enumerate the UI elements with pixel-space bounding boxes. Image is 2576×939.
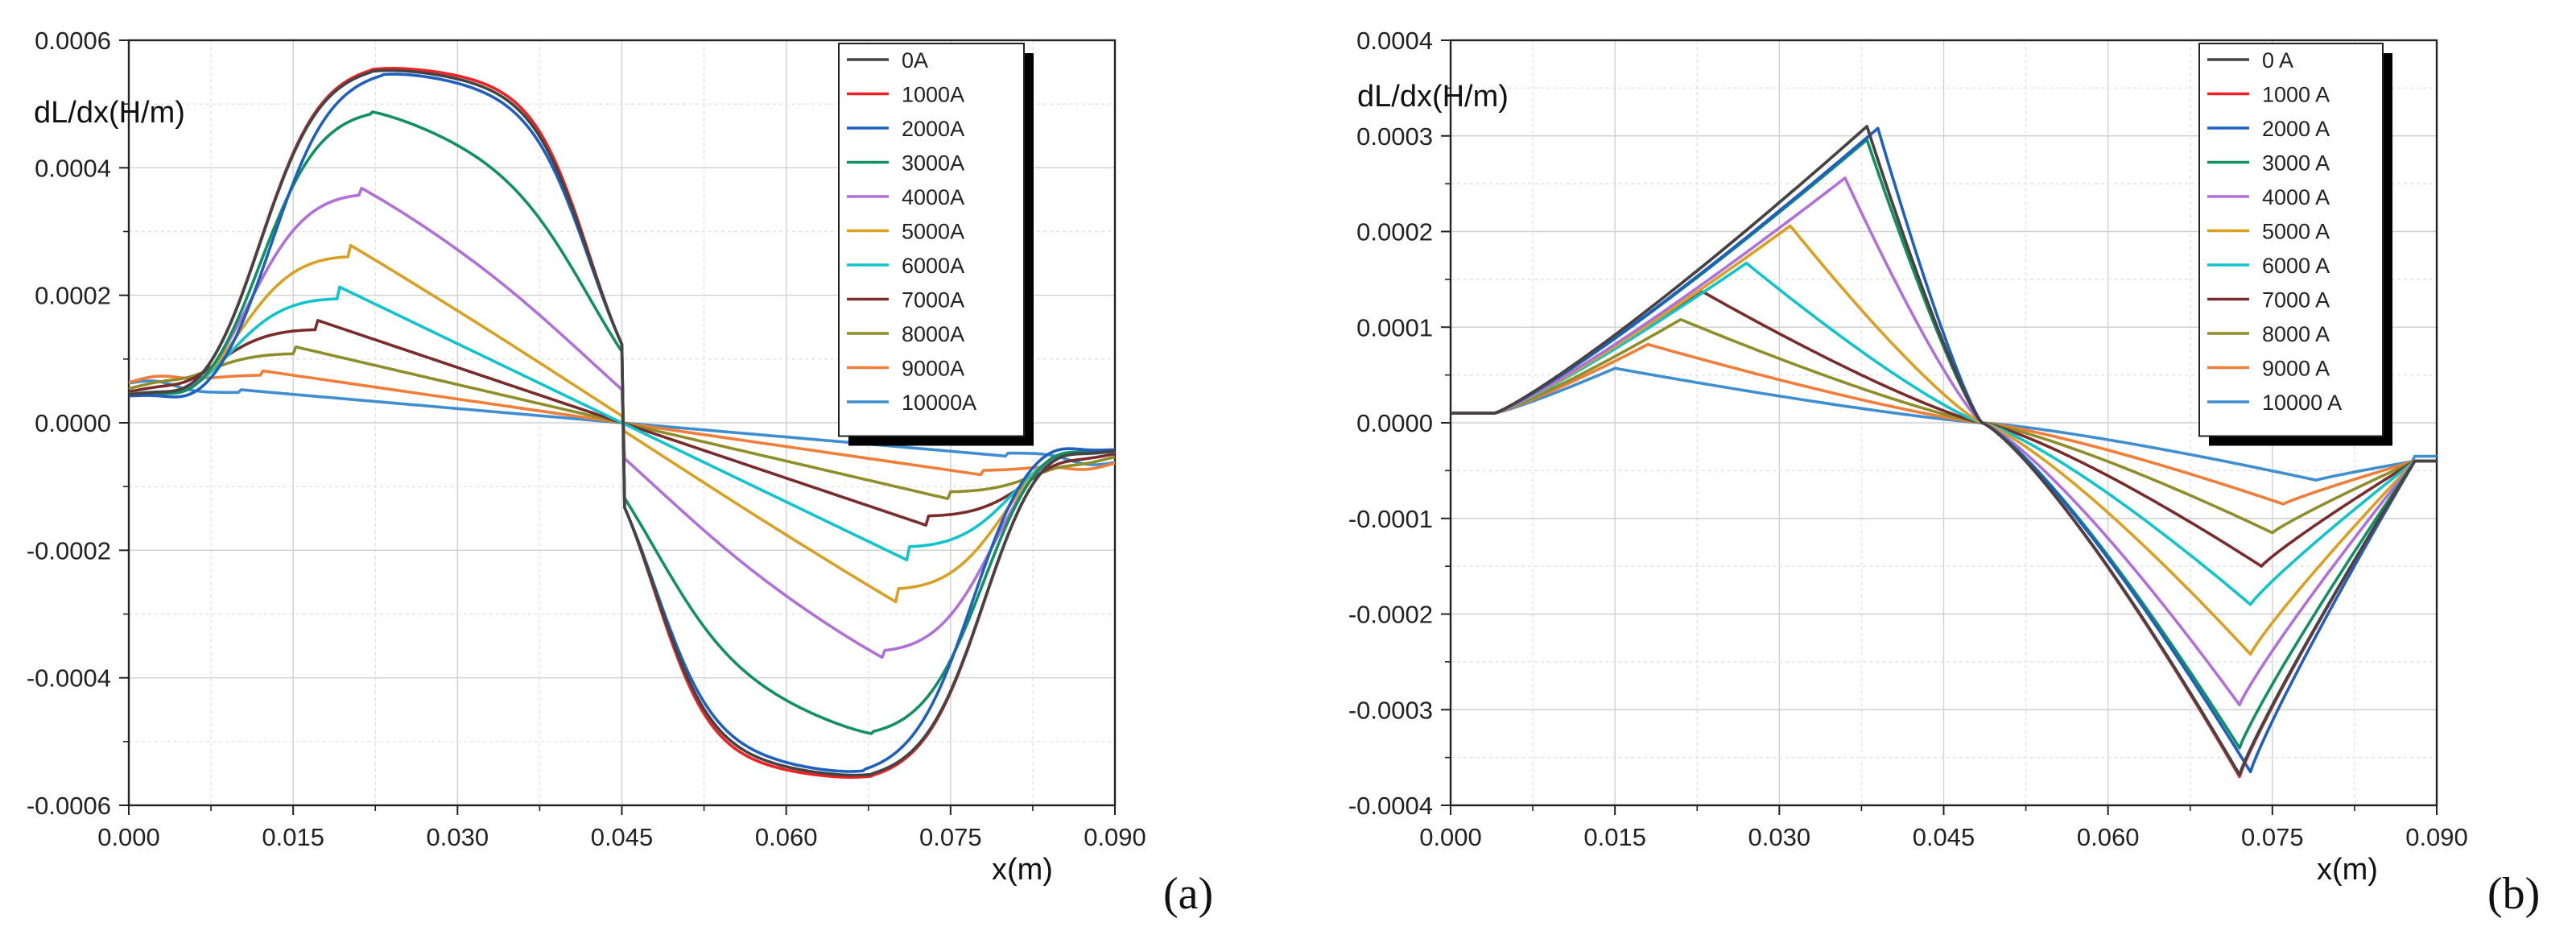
legend-box	[2198, 43, 2384, 437]
panel-label: (b)	[2487, 869, 2540, 919]
x-tick-label: 0.060	[755, 823, 818, 851]
legend-box	[838, 43, 1025, 437]
chart-panel-a: 0.000 0.015 0.030 0.045 0.060 0.075 0.090 0.000…	[27, 27, 1213, 919]
x-axis-title: x(m)	[2317, 853, 2378, 887]
y-tick-label: -0.0004	[1348, 792, 1433, 820]
legend-entry-label: 7000A	[902, 288, 964, 312]
legend-shadow-right	[1024, 53, 1034, 446]
chart-panel-b: 0.000 0.015 0.030 0.045 0.060 0.075 0.090 0.000…	[1348, 27, 2540, 919]
legend-shadow-bottom	[2209, 436, 2392, 446]
x-tick-label: 0.090	[2405, 823, 2468, 851]
y-tick-label: -0.0002	[27, 536, 111, 565]
panel-label: (a)	[1163, 869, 1213, 919]
series-line-6000a	[1451, 261, 2437, 606]
x-tick-label: 0.075	[2241, 823, 2304, 851]
series-line-0a	[128, 68, 1116, 777]
series-line-9000a	[1451, 342, 2437, 506]
x-tick-label: 0.045	[1913, 823, 1975, 851]
series-line-2000a	[1451, 126, 2437, 774]
series-line-10000a	[1451, 366, 2437, 482]
legend-entry-label: 6000 A	[2262, 254, 2330, 278]
y-tick-label: -0.0003	[1348, 696, 1433, 724]
y-tick-label: 0.0004	[1356, 27, 1433, 55]
legend-entry-label: 5000A	[902, 220, 964, 244]
legend-entry-label: 3000 A	[2262, 151, 2330, 176]
x-tick-label: 0.090	[1084, 823, 1146, 851]
legend-entry-label: 9000A	[902, 357, 964, 381]
legend: 0 A 1000 A 2000 A 3000 A 4000 A 5000 A 6000 A 7…	[2198, 43, 2392, 446]
legend-shadow-right	[2383, 53, 2392, 446]
legend-entry-label: 1000 A	[2262, 83, 2330, 107]
legend-shadow-bottom	[848, 436, 1034, 446]
y-tick-label: 0.0002	[35, 282, 111, 310]
x-tick-label: 0.000	[1419, 823, 1482, 851]
series-line-0a	[1451, 125, 2437, 776]
y-tick-label: 0.0006	[35, 27, 111, 55]
series-group	[1451, 125, 2437, 779]
legend-entry-label: 0 A	[2262, 48, 2293, 72]
x-tick-label: 0.000	[97, 823, 160, 851]
legend: 0A 1000A 2000A 3000A 4000A 5000A 6000A 7000A 800…	[838, 43, 1034, 446]
y-tick-label: 0.0004	[35, 154, 111, 182]
legend-entry-label: 0A	[902, 48, 928, 72]
x-tick-label: 0.030	[1748, 823, 1811, 851]
y-tick-label: 0.0002	[1356, 218, 1433, 246]
legend-entry-label: 4000 A	[2262, 185, 2330, 209]
legend-entry-label: 10000A	[902, 391, 976, 415]
x-tick-label: 0.075	[919, 823, 982, 851]
x-tick-label: 0.015	[1583, 823, 1646, 851]
x-tick-label: 0.060	[2077, 823, 2140, 851]
x-tick-label: 0.030	[427, 823, 489, 851]
y-tick-label: 0.0001	[1356, 313, 1433, 341]
y-tick-label: 0.0000	[35, 409, 111, 437]
legend-entry-label: 9000 A	[2262, 357, 2330, 381]
series-line-8000a	[1451, 318, 2437, 535]
legend-entry-label: 8000 A	[2262, 322, 2330, 346]
legend-entry-label: 8000A	[902, 322, 964, 346]
series-line-5000a	[1451, 224, 2437, 656]
legend-entry-label: 5000 A	[2262, 220, 2330, 244]
x-tick-label: 0.045	[591, 823, 654, 851]
y-axis-title: dL/dx(H/m)	[1357, 80, 1509, 114]
legend-entry-label: 2000 A	[2262, 117, 2330, 141]
x-axis-title: x(m)	[992, 853, 1053, 887]
y-tick-label: -0.0001	[1348, 505, 1433, 533]
legend-entry-label: 3000A	[902, 151, 964, 176]
legend-entry-label: 7000 A	[2262, 288, 2330, 312]
y-tick-label: 0.0003	[1356, 122, 1433, 151]
legend-entry-label: 2000A	[902, 117, 964, 141]
legend-entry-label: 10000 A	[2262, 391, 2342, 415]
y-tick-label: -0.0004	[27, 664, 111, 693]
legend-entry-label: 6000A	[902, 254, 964, 278]
x-tick-label: 0.015	[262, 823, 324, 851]
y-tick-label: -0.0002	[1348, 601, 1433, 629]
series-group	[128, 67, 1116, 779]
series-line-4000a	[1451, 176, 2437, 707]
y-tick-label: -0.0006	[27, 792, 111, 820]
y-tick-label: 0.0000	[1356, 409, 1433, 437]
legend-entry-label: 1000A	[902, 83, 964, 107]
y-axis-title: dL/dx(H/m)	[34, 96, 185, 130]
legend-entry-label: 4000A	[902, 185, 964, 209]
